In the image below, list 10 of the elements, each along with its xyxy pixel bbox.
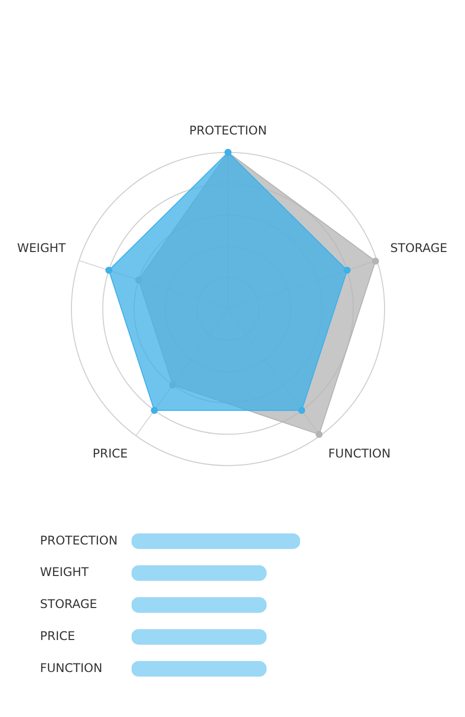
y-tick-label: FUNCTION (40, 660, 102, 675)
y-tick-label: STORAGE (40, 597, 98, 612)
y-tick-label: PRICE (40, 629, 76, 644)
spoke-label: PRICE (92, 446, 128, 460)
y-tick-label: WEIGHT (40, 565, 90, 580)
spoke-label: FUNCTION (328, 446, 391, 460)
spoke-label: STORAGE (390, 241, 448, 256)
spoke-label: WEIGHT (17, 241, 66, 256)
y-tick-label: PROTECTION (40, 533, 118, 548)
spoke-label: PROTECTION (189, 123, 267, 138)
